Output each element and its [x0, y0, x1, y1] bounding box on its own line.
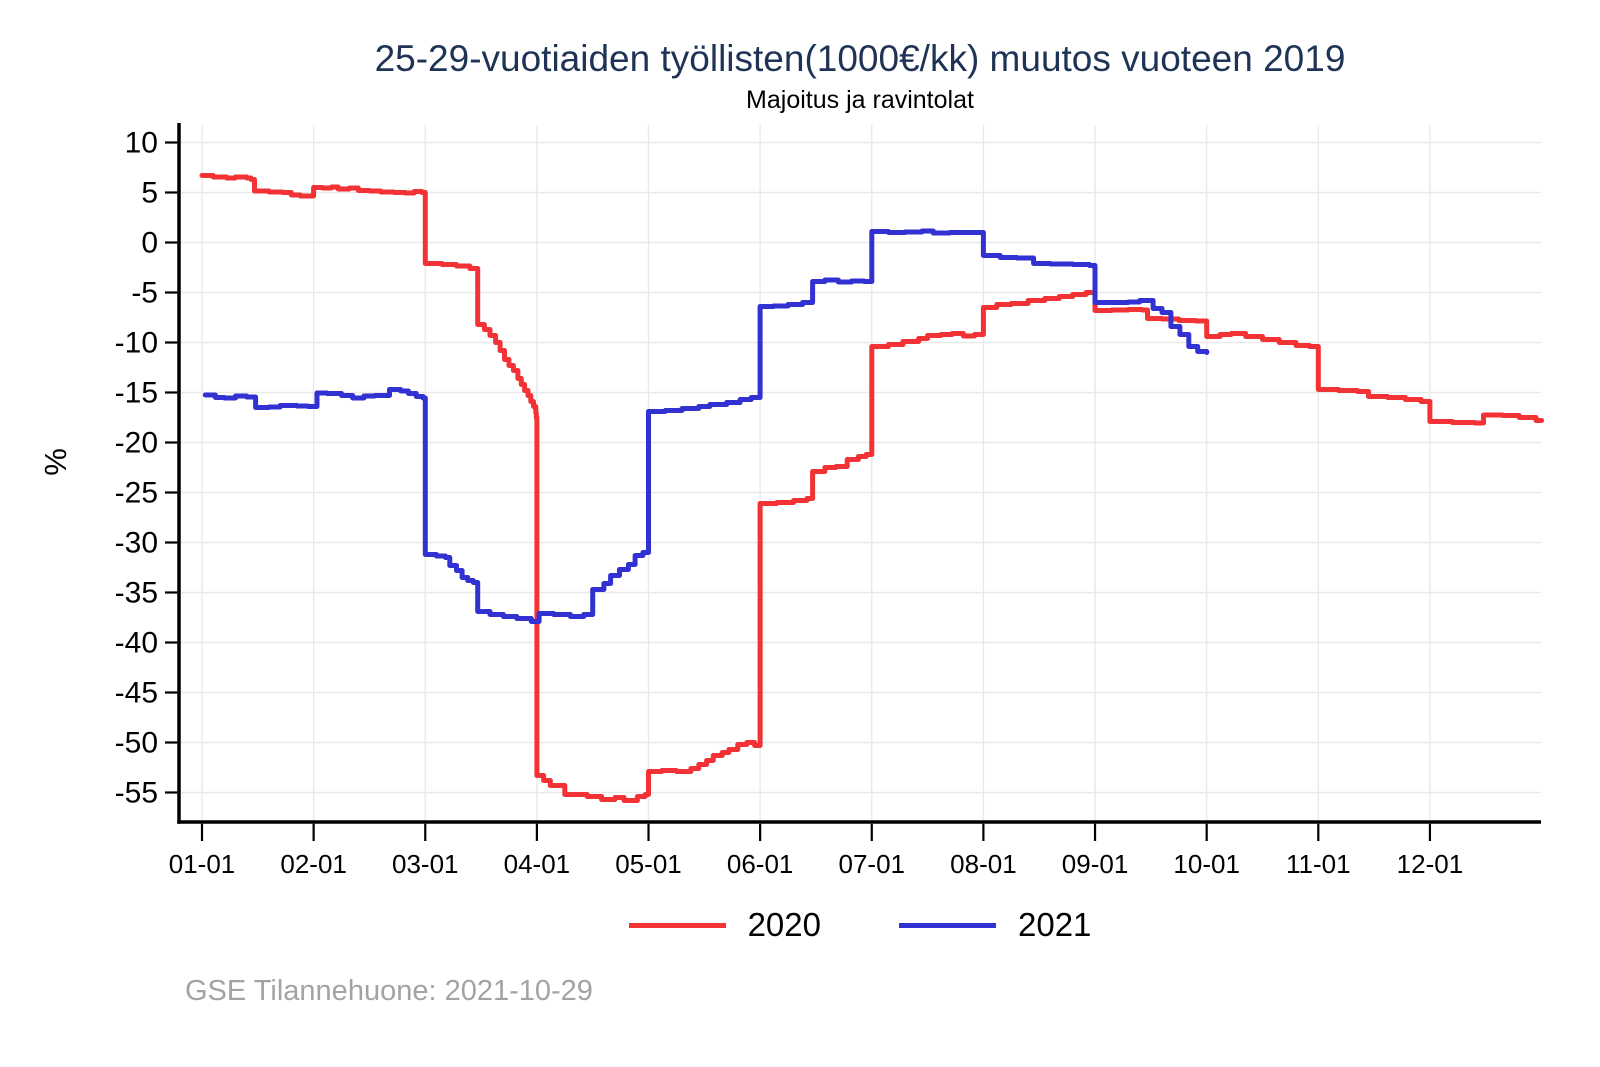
legend-line-2021-swatch — [899, 922, 996, 928]
source-note: GSE Tilannehuone: 2021-10-29 — [185, 975, 593, 1007]
x-tick-label: 09-01 — [1062, 849, 1129, 879]
legend-line-2020-swatch — [628, 922, 726, 928]
y-tick-label: -25 — [115, 477, 158, 510]
legend-label-2021: 2021 — [1018, 906, 1092, 943]
x-tick-label: 01-01 — [169, 849, 236, 879]
x-tick-label: 05-01 — [615, 849, 682, 879]
chart-subtitle: Majoitus ja ravintolat — [746, 86, 974, 114]
x-tick-label: 08-01 — [950, 849, 1017, 879]
series-2020-line — [199, 173, 1545, 803]
x-tick-label: 07-01 — [839, 849, 906, 879]
y-tick-label: 10 — [125, 127, 158, 160]
y-tick-label: -45 — [115, 677, 158, 710]
y-tick-label: -35 — [115, 577, 158, 610]
y-tick-label: 5 — [141, 177, 158, 210]
x-tick-label: 10-01 — [1173, 849, 1240, 879]
x-tick-label: 04-01 — [504, 849, 571, 879]
y-axis-unit-label: % — [38, 448, 73, 476]
legend-label-2020: 2020 — [747, 906, 821, 943]
legend: 2020 2021 — [160, 900, 1560, 950]
y-tick-label: -55 — [115, 777, 158, 810]
series-2021-line — [202, 228, 1210, 624]
chart-title: 25-29-vuotiaiden työllisten(1000€/kk) mu… — [374, 38, 1346, 79]
x-tick-label: 06-01 — [727, 849, 794, 879]
legend-item-2021: 2021 — [899, 906, 1091, 944]
y-tick-label: -40 — [115, 627, 158, 660]
x-tick-label: 02-01 — [280, 849, 347, 879]
x-tick-label: 11-01 — [1286, 849, 1351, 879]
x-tick-label: 12-01 — [1397, 849, 1464, 879]
y-tick-label: 0 — [141, 227, 158, 260]
y-tick-label: -15 — [115, 377, 158, 410]
y-tick-label: -20 — [115, 427, 158, 460]
y-tick-label: -50 — [115, 727, 158, 760]
y-tick-label: -5 — [131, 277, 158, 310]
y-tick-label: -10 — [115, 327, 158, 360]
x-tick-label: 03-01 — [392, 849, 459, 879]
legend-item-2020: 2020 — [628, 906, 821, 944]
y-tick-label: -30 — [115, 527, 158, 560]
